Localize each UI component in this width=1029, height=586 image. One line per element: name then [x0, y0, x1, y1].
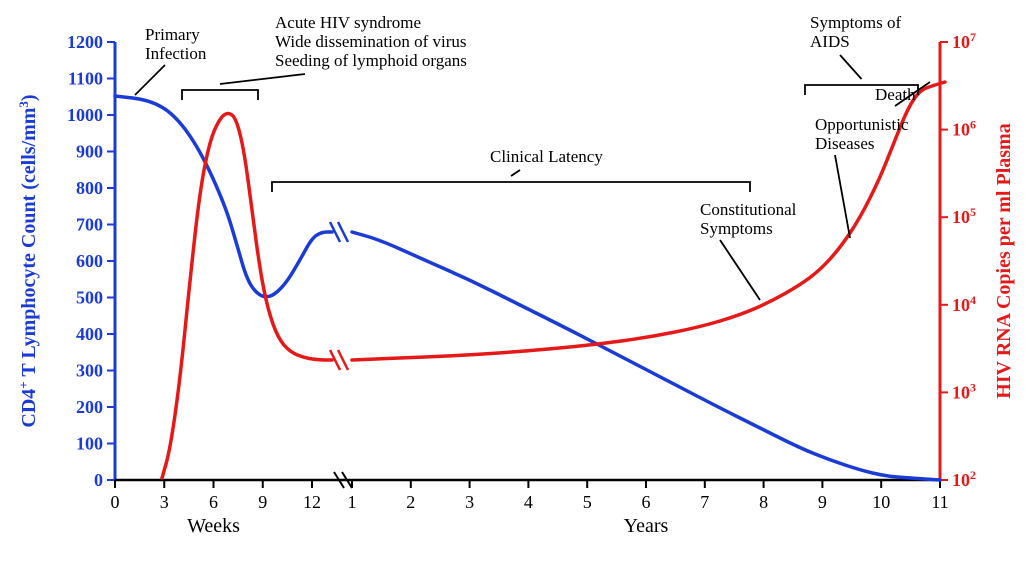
y-left-tick: 800 [76, 178, 103, 198]
annotation-death: Death [875, 85, 916, 104]
series-HIV_RNA [162, 114, 332, 479]
y-right-tick: 105 [952, 205, 976, 227]
y-left-tick: 300 [76, 361, 103, 381]
x-year-tick: 8 [759, 492, 768, 512]
y-right-tick: 106 [952, 118, 976, 140]
series-CD4 [115, 96, 332, 297]
y-left-tick: 0 [94, 470, 103, 490]
y-right-tick: 107 [952, 30, 976, 52]
y-left-tick: 100 [76, 434, 103, 454]
x-week-tick: 6 [209, 492, 218, 512]
x-year-tick: 4 [524, 492, 533, 512]
x-week-tick: 0 [111, 492, 120, 512]
annotation-primary_infection: PrimaryInfection [145, 25, 207, 63]
x-year-tick: 10 [872, 492, 890, 512]
x-year-tick: 5 [583, 492, 592, 512]
y-right-tick: 102 [952, 468, 976, 490]
x-week-tick: 12 [303, 492, 321, 512]
y-left-tick: 700 [76, 215, 103, 235]
y-left-tick: 200 [76, 397, 103, 417]
y-left-tick: 1000 [67, 105, 103, 125]
annotation-opportunistic: OpportunisticDiseases [815, 115, 909, 153]
y-left-tick: 400 [76, 324, 103, 344]
hiv-progression-chart: 0100200300400500600700800900100011001200… [0, 0, 1029, 586]
x-weeks-label: Weeks [187, 515, 240, 537]
x-year-tick: 3 [465, 492, 474, 512]
y-right-tick: 103 [952, 380, 976, 402]
x-years-label: Years [624, 515, 669, 537]
x-year-tick: 6 [642, 492, 651, 512]
x-year-tick: 1 [348, 492, 357, 512]
chart-svg: 0100200300400500600700800900100011001200… [0, 0, 1029, 586]
y-left-label: CD4+ T Lymphocyte Count (cells/mm3) [16, 94, 41, 427]
y-right-label: HIV RNA Copies per ml Plasma [993, 123, 1015, 398]
annotation-clinical_latency: Clinical Latency [490, 147, 603, 166]
y-right-tick: 104 [952, 293, 976, 315]
y-left-tick: 500 [76, 288, 103, 308]
x-year-tick: 2 [406, 492, 415, 512]
x-year-tick: 9 [818, 492, 827, 512]
y-left-tick: 1100 [68, 69, 103, 89]
x-week-tick: 9 [258, 492, 267, 512]
annotation-acute_hiv: Acute HIV syndromeWide dissemination of … [275, 13, 467, 70]
x-year-tick: 11 [931, 492, 948, 512]
x-year-tick: 7 [700, 492, 709, 512]
annotation-symptoms_aids: Symptoms ofAIDS [810, 13, 901, 51]
y-left-tick: 900 [76, 142, 103, 162]
annotation-constitutional: ConstitutionalSymptoms [700, 200, 797, 238]
y-left-tick: 1200 [67, 32, 103, 52]
y-left-tick: 600 [76, 251, 103, 271]
x-week-tick: 3 [160, 492, 169, 512]
